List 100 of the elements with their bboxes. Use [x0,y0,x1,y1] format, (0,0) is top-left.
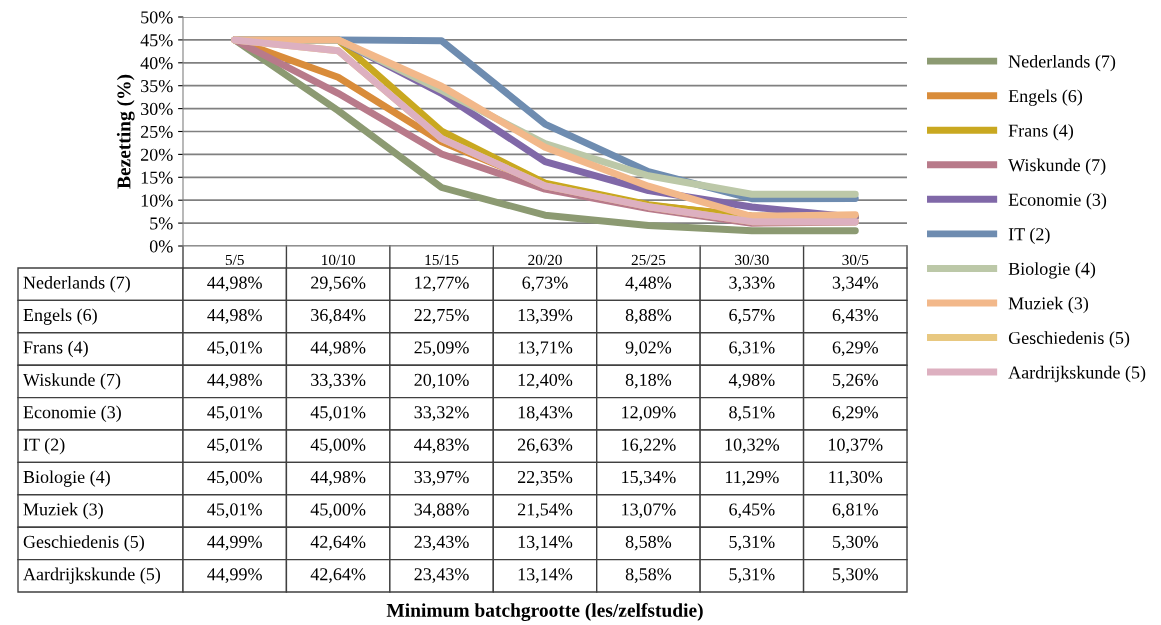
x-tick-label: 30/5 [842,254,869,266]
data-label: 3,33% [729,276,775,292]
data-label: 36,84% [311,308,366,324]
y-tick-label: 25% [140,125,173,138]
data-label: 42,64% [310,535,366,551]
data-label: 6,57% [729,308,775,324]
data-label: 44,99% [207,568,262,583]
x-tick-label: 30/30 [735,254,769,266]
x-tick-label: 5/5 [225,254,244,266]
data-label: 33,32% [414,406,469,421]
data-label: 11,29% [725,470,779,486]
data-label: 45,00% [310,438,366,454]
data-label: 44,83% [414,438,469,454]
data-label: 5,31% [729,568,775,583]
y-tick-label: 20% [140,148,173,161]
text: Minimum batchgrootte (les/zelfstudie) [386,603,703,621]
x-tick-label: 10/10 [322,254,355,266]
x-tick-label: 25/25 [631,254,666,266]
text: Frans (4) [23,340,88,358]
y-axis-title: Bezetting (%) [116,74,135,189]
x-tick-label: 20/20 [528,254,562,266]
data-label: 12,40% [518,373,573,389]
y-tick-label: 15% [141,171,173,184]
data-label: 11,30% [829,470,883,486]
data-label: 16,22% [622,438,676,454]
y-tick-label: 35% [141,79,173,93]
data-label: 8,18% [625,373,672,389]
legend-label: Nederlands (7) [1008,54,1116,72]
y-tick-label: 45% [140,34,173,47]
data-label: 23,43% [414,568,469,583]
data-label: 21,54% [517,503,573,519]
data-label: 13,14% [518,568,573,583]
data-label: 45,01% [207,503,262,519]
data-label: 4,98% [728,373,775,389]
data-label: 45,00% [310,503,366,519]
legend-label: IT (2) [1008,227,1050,245]
legend-label: Geschiedenis (5) [1008,331,1130,348]
data-label: 29,56% [311,276,366,292]
data-label: 44,99% [207,535,262,551]
y-tick-label: 40% [140,57,173,70]
text: Wiskunde (7) [22,373,121,390]
legend-label: Engels (6) [1008,89,1083,106]
data-label: 5,31% [729,535,775,551]
legend-label: Frans (4) [1008,124,1074,141]
data-label: 25,09% [414,341,469,357]
data-label: 8,88% [625,308,672,324]
legend-label: Biologie (4) [1008,262,1096,279]
data-label: 13,14% [518,535,573,551]
data-label: 45,01% [207,406,262,421]
data-label: 5,30% [833,535,878,551]
data-label: 4,48% [625,276,672,292]
data-label: 6,81% [832,503,878,519]
data-label: 13,07% [622,503,676,519]
data-label: 6,45% [729,503,775,519]
text: Nederlands (7) [23,276,130,293]
data-label: 44,98% [207,308,262,324]
text: IT (2) [23,438,65,455]
data-label: 45,01% [310,406,366,421]
data-label: 10,37% [829,438,883,454]
data-label: 20,10% [414,373,469,389]
data-label: 42,64% [310,568,366,583]
data-label: 3,34% [832,276,878,292]
data-label: 26,63% [517,438,573,454]
y-tick-label: 30% [141,102,173,116]
y-tick-label: 50% [141,11,173,24]
data-label: 33,97% [414,470,469,486]
text: Engels (6) [23,308,97,325]
data-label: 44,98% [310,341,366,357]
data-label: 23,43% [414,535,469,551]
data-label: 5,26% [833,373,878,389]
y-tick-label: 5% [150,217,173,230]
y-tick-label: 10% [141,194,173,207]
text: Muziek (3) [23,502,103,520]
data-label: 8,58% [625,535,672,551]
text: Geschiedenis (5) [23,535,144,552]
data-label: 9,02% [625,341,672,357]
data-label: 44,98% [207,373,262,389]
data-label: 13,39% [518,308,573,324]
legend-label: Aardrijkskunde (5) [1008,365,1146,383]
data-label: 44,98% [207,276,262,292]
data-label: 10,32% [725,438,780,454]
data-label: 45,00% [207,470,262,486]
data-label: 33,33% [311,373,366,389]
data-label: 44,98% [310,470,366,486]
data-label: 5,30% [833,568,878,583]
y-tick-label: 0% [149,240,173,253]
data-label: 6,29% [832,406,878,421]
data-label: 22,35% [517,470,573,486]
data-label: 12,09% [622,406,676,421]
text: Aardrijkskunde (5) [23,567,161,584]
data-label: 45,01% [207,341,262,357]
data-label: 22,75% [414,308,469,324]
data-label: 34,88% [414,503,469,519]
data-label: 12,77% [415,276,469,292]
data-label: 45,01% [207,438,262,454]
data-label: 13,71% [518,341,573,357]
text: Biologie (4) [23,470,110,487]
legend-label: Economie (3) [1008,193,1107,210]
data-label: 8,58% [625,568,672,583]
text: Economie (3) [23,405,121,422]
